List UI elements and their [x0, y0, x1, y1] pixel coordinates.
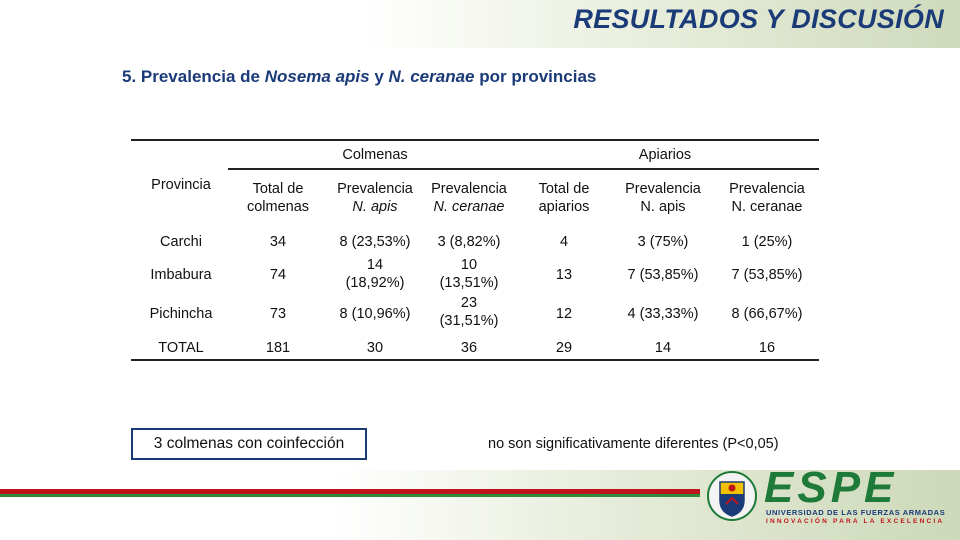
subtitle-species-2: N. ceranae — [388, 67, 475, 86]
col-header-line: Total de — [538, 181, 590, 197]
cell-line: (13,51%) — [439, 275, 499, 291]
cell-line: 14 — [366, 257, 384, 273]
group-header-colmenas: Colmenas — [342, 147, 408, 163]
table-cell-prev-apis-apiarios: 4 (33,33%) — [627, 306, 699, 322]
table-cell-prev-ceranae-apiarios: 7 (53,85%) — [731, 267, 803, 283]
espe-logo-wordmark: ESPE — [764, 463, 898, 512]
table-cell-provincia: Imbabura — [150, 267, 212, 283]
table-cell-total-colmenas: 34 — [269, 234, 287, 250]
table-cell-prev-apis-colmenas: 14 (18,92%) — [328, 256, 422, 292]
subtitle-prefix: 5. Prevalencia de — [122, 67, 265, 86]
group-header-apiarios: Apiarios — [638, 147, 692, 163]
table-header-rule — [228, 168, 819, 170]
col-header-line: Total de — [252, 181, 304, 197]
table-cell-prev-ceranae-colmenas: 23 (31,51%) — [422, 294, 516, 330]
table-cell-provincia: TOTAL — [158, 340, 204, 356]
table-cell-prev-ceranae-colmenas: 10 (13,51%) — [422, 256, 516, 292]
table-cell-prev-apis-colmenas: 30 — [366, 340, 384, 356]
col-header-line: colmenas — [246, 199, 310, 215]
row-header-provincia: Provincia — [151, 177, 211, 193]
header-band — [0, 0, 960, 48]
table-cell-prev-ceranae-apiarios: 8 (66,67%) — [731, 306, 803, 322]
col-header-line: N. ceranae — [433, 199, 505, 215]
table-cell-provincia: Pichincha — [149, 306, 213, 322]
col-header-prev-ceranae-apiarios: Prevalencia N. ceranae — [718, 180, 816, 216]
table-cell-prev-apis-colmenas: 8 (10,96%) — [339, 306, 411, 322]
subtitle-suffix: por provincias — [474, 67, 597, 86]
table-cell-total-colmenas: 181 — [265, 340, 291, 356]
table-cell-prev-ceranae-apiarios: 16 — [758, 340, 776, 356]
footer-red-stripe — [0, 489, 700, 494]
col-header-prev-ceranae-colmenas: Prevalencia N. ceranae — [422, 180, 516, 216]
col-header-line: N. apis — [640, 199, 686, 215]
table-cell-prev-apis-apiarios: 14 — [654, 340, 672, 356]
university-crest-icon — [707, 471, 757, 521]
col-header-line: N. ceranae — [731, 199, 803, 215]
coinfection-note: 3 colmenas con coinfección — [131, 428, 367, 460]
col-header-prev-apis-colmenas: Prevalencia N. apis — [328, 180, 422, 216]
table-cell-total-colmenas: 73 — [269, 306, 287, 322]
footer-band — [0, 470, 960, 540]
significance-note: no son significativamente diferentes (P<… — [488, 436, 779, 452]
col-header-total-apiarios: Total de apiarios — [520, 180, 608, 216]
slide-subtitle: 5. Prevalencia de Nosema apis y N. ceran… — [122, 67, 596, 87]
subtitle-species-1: Nosema apis — [264, 67, 370, 86]
logo-university-name: UNIVERSIDAD DE LAS FUERZAS ARMADAS — [766, 508, 946, 517]
col-header-line: apiarios — [538, 199, 590, 215]
table-cell-prev-apis-colmenas: 8 (23,53%) — [339, 234, 411, 250]
table-cell-prev-apis-apiarios: 7 (53,85%) — [627, 267, 699, 283]
table-cell-prev-ceranae-apiarios: 1 (25%) — [741, 234, 793, 250]
col-header-line: Prevalencia — [431, 181, 507, 197]
table-cell-total-colmenas: 74 — [269, 267, 287, 283]
col-header-prev-apis-apiarios: Prevalencia N. apis — [614, 180, 712, 216]
table-cell-prev-ceranae-colmenas: 36 — [460, 340, 478, 356]
table-cell-total-apiarios: 4 — [559, 234, 569, 250]
col-header-line: Prevalencia — [729, 181, 805, 197]
col-header-line: Prevalencia — [625, 181, 701, 197]
col-header-total-colmenas: Total de colmenas — [232, 180, 324, 216]
cell-line: (18,92%) — [345, 275, 405, 291]
slide-title: RESULTADOS Y DISCUSIÓN — [573, 4, 944, 34]
logo-tagline: INNOVACIÓN PARA LA EXCELENCIA — [766, 518, 945, 525]
col-header-line: N. apis — [352, 199, 398, 215]
subtitle-mid: y — [369, 67, 389, 86]
table-cell-total-apiarios: 12 — [555, 306, 573, 322]
footer-green-stripe — [0, 494, 700, 497]
table-top-rule — [131, 139, 819, 141]
table-cell-total-apiarios: 29 — [555, 340, 573, 356]
table-bottom-rule — [131, 359, 819, 361]
cell-line: 10 — [460, 257, 478, 273]
cell-line: 23 — [460, 295, 478, 311]
table-cell-provincia: Carchi — [160, 234, 202, 250]
table-cell-prev-apis-apiarios: 3 (75%) — [637, 234, 689, 250]
col-header-line: Prevalencia — [337, 181, 413, 197]
table-cell-total-apiarios: 13 — [555, 267, 573, 283]
cell-line: (31,51%) — [439, 313, 499, 329]
table-cell-prev-ceranae-colmenas: 3 (8,82%) — [437, 234, 501, 250]
